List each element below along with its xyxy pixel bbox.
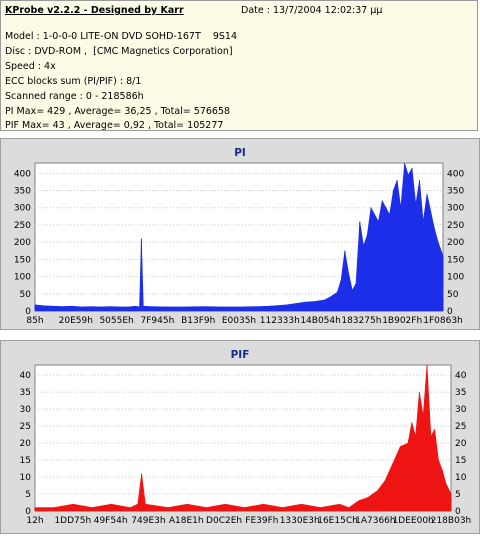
- y-tick-label-left: 35: [20, 388, 31, 398]
- x-tick-label: 7F945h: [141, 316, 175, 326]
- y-tick-label-right: 200: [447, 238, 464, 248]
- y-tick-label-left: 30: [20, 405, 32, 415]
- y-tick-label-right: 400: [447, 169, 464, 179]
- y-tick-label-right: 300: [447, 204, 464, 214]
- pi-chart: 0 0 50 50 100 100 150 150 200 200 250 250 300 300 350 3…: [14, 162, 464, 326]
- y-tick-label-left: 200: [14, 238, 31, 248]
- pif-chart-panel: PIF 0 0 5 5 10 10 15 15 20 20 25 25 30 30 35 35 40 40 12h 1…: [0, 340, 480, 534]
- y-tick-label-right: 30: [455, 405, 467, 415]
- y-tick-label-left: 15: [20, 456, 31, 466]
- pif-chart: 0 0 5 5 10 10 15 15 20 20 25 25 30 30 35 35 40 40 12h 1DD75…: [20, 364, 472, 526]
- y-tick-label-left: 400: [14, 169, 31, 179]
- x-tick-label: 14B054h: [300, 316, 341, 326]
- ecc-line: ECC blocks sum (PI/PIF) : 8/1: [5, 76, 142, 87]
- y-tick-label-left: 20: [20, 439, 32, 449]
- x-tick-label: 183275h: [341, 316, 381, 326]
- x-tick-label: 749E3h: [131, 516, 165, 526]
- x-tick-label: 5055Eh: [99, 316, 133, 326]
- x-tick-label: 12h: [26, 516, 43, 526]
- y-tick-label-right: 5: [455, 490, 461, 500]
- x-tick-label: 16E15Ch: [317, 516, 358, 526]
- y-tick-label-right: 0: [455, 507, 461, 517]
- model-line: Model : 1-0-0-0 LITE-ON DVD SOHD-167T 9S…: [5, 31, 237, 42]
- y-tick-label-left: 350: [14, 187, 31, 197]
- series-area: [34, 163, 444, 312]
- scanned-range-line: Scanned range : 0 - 218586h: [5, 91, 144, 102]
- y-tick-label-right: 15: [455, 456, 466, 466]
- y-tick-label-right: 35: [455, 388, 466, 398]
- y-tick-label-right: 350: [447, 187, 464, 197]
- y-tick-label-right: 100: [447, 273, 464, 283]
- y-tick-label-right: 150: [447, 255, 464, 265]
- x-tick-label: 49F54h: [94, 516, 128, 526]
- y-tick-label-left: 150: [14, 255, 31, 265]
- x-tick-label: A18E1h: [169, 516, 204, 526]
- x-tick-label: FE39Fh: [245, 516, 278, 526]
- scan-date: Date : 13/7/2004 12:02:37 μμ: [241, 5, 383, 16]
- y-tick-label-right: 0: [447, 307, 453, 317]
- y-tick-label-left: 250: [14, 221, 31, 231]
- series-area: [34, 364, 452, 512]
- pif-stats-line: PIF Max= 43 , Average= 0,92 , Total= 105…: [5, 120, 224, 131]
- x-tick-label: 20E59h: [59, 316, 93, 326]
- x-tick-label: 85h: [26, 316, 43, 326]
- y-tick-label-left: 10: [20, 473, 32, 483]
- y-tick-label-left: 0: [25, 307, 31, 317]
- x-tick-label: 1F0863h: [423, 316, 463, 326]
- x-tick-label: 112333h: [260, 316, 300, 326]
- pi-chart-panel: PI 0 0 50 50 100 100 150 150 200 200 250 250 300 300 3…: [0, 138, 480, 330]
- y-tick-label-right: 25: [455, 422, 466, 432]
- y-tick-label-left: 40: [20, 371, 32, 381]
- y-tick-label-right: 40: [455, 371, 467, 381]
- x-tick-label: E0035h: [222, 316, 256, 326]
- y-tick-label-left: 50: [20, 290, 32, 300]
- x-tick-label: D0C2Eh: [206, 516, 242, 526]
- y-tick-label-left: 300: [14, 204, 31, 214]
- y-tick-label-right: 250: [447, 221, 464, 231]
- pif-chart-title: PIF: [230, 349, 250, 361]
- info-panel: KProbe v2.2.2 - Designed by Karr Date : …: [0, 0, 478, 131]
- app-title: KProbe v2.2.2 - Designed by Karr: [5, 5, 184, 16]
- x-tick-label: 1DEE00h: [393, 516, 434, 526]
- x-tick-label: 1DD75h: [54, 516, 91, 526]
- x-tick-label: 1A7366h: [355, 516, 396, 526]
- x-tick-label: 1330E3h: [280, 516, 320, 526]
- y-tick-label-left: 100: [14, 273, 31, 283]
- y-tick-label-right: 50: [447, 290, 459, 300]
- speed-line: Speed : 4x: [5, 61, 56, 72]
- pi-chart-title: PI: [234, 147, 246, 159]
- x-tick-label: B13F9h: [181, 316, 215, 326]
- x-tick-label: 218B03h: [431, 516, 472, 526]
- y-tick-label-left: 25: [20, 422, 31, 432]
- y-tick-label-right: 20: [455, 439, 467, 449]
- y-tick-label-left: 5: [25, 490, 31, 500]
- x-tick-label: 1B902Fh: [382, 316, 422, 326]
- y-tick-label-right: 10: [455, 473, 467, 483]
- y-tick-label-left: 0: [25, 507, 31, 517]
- disc-line: Disc : DVD-ROM , [CMC Magnetics Corporat…: [5, 46, 233, 57]
- pi-stats-line: PI Max= 429 , Average= 36,25 , Total= 57…: [5, 106, 231, 117]
